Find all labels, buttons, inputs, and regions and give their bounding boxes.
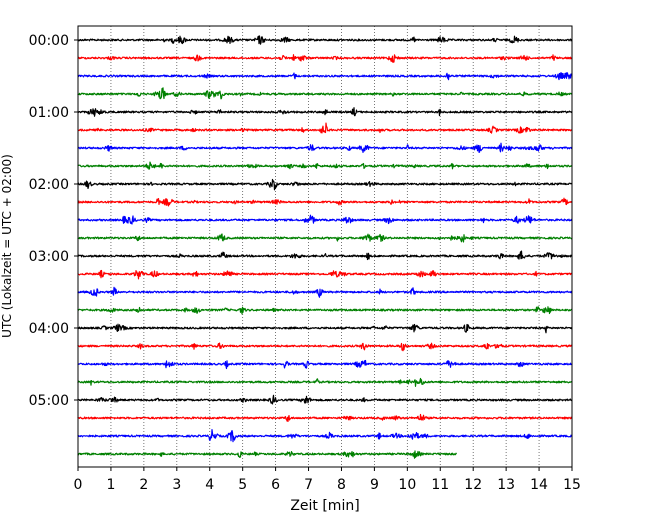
x-tick-label: 9 xyxy=(370,477,379,493)
x-tick-label: 3 xyxy=(172,477,181,493)
y-axis-label: UTC (Lokalzeit = UTC + 02:00) xyxy=(0,154,14,338)
x-tick-label: 2 xyxy=(139,477,148,493)
x-axis-label: Zeit [min] xyxy=(290,498,359,514)
trace-0330 xyxy=(77,286,573,298)
plot-area xyxy=(78,26,572,467)
x-tick-label: 13 xyxy=(497,477,515,493)
y-tick-label: 00:00 xyxy=(29,33,69,49)
trace-0015 xyxy=(77,54,573,64)
trace-0315 xyxy=(77,269,573,280)
trace-0345 xyxy=(77,306,573,315)
x-tick-label: 11 xyxy=(431,477,449,493)
trace-0400 xyxy=(77,323,573,334)
trace-0145 xyxy=(77,161,573,170)
trace-0245 xyxy=(77,233,573,243)
x-tick-label: 5 xyxy=(238,477,247,493)
trace-0545 xyxy=(77,450,458,459)
trace-0415 xyxy=(77,342,573,352)
trace-0100 xyxy=(77,107,573,117)
trace-0215 xyxy=(77,197,573,207)
trace-0000 xyxy=(77,35,573,45)
x-tick-label: 8 xyxy=(337,477,346,493)
trace-0515 xyxy=(77,413,573,423)
y-tick-label: 02:00 xyxy=(29,177,69,193)
x-tick-label: 10 xyxy=(398,477,416,493)
trace-0500 xyxy=(77,394,573,405)
trace-0445 xyxy=(77,377,573,387)
trace-0300 xyxy=(77,250,573,261)
x-tick-label: 4 xyxy=(205,477,214,493)
x-tick-label: 12 xyxy=(464,477,482,493)
trace-0115 xyxy=(77,122,573,134)
y-axis: 00:00 01:00 02:00 03:00 04:00 05:00 xyxy=(29,33,78,409)
y-tick-label: 05:00 xyxy=(29,393,69,409)
trace-0430 xyxy=(77,359,573,370)
x-tick-label: 15 xyxy=(563,477,581,493)
plot-frame xyxy=(77,25,573,468)
x-tick-label: 14 xyxy=(530,477,548,493)
x-tick-label: 6 xyxy=(271,477,280,493)
trace-0130 xyxy=(77,142,573,153)
trace-0530 xyxy=(77,429,573,443)
trace-0030 xyxy=(77,71,573,81)
y-tick-label: 03:00 xyxy=(29,249,69,265)
x-tick-label: 7 xyxy=(304,477,313,493)
traces xyxy=(77,35,573,459)
x-tick-label: 0 xyxy=(74,477,83,493)
x-axis: 0 1 2 3 4 5 6 7 8 9 10 11 12 13 14 15 xyxy=(74,467,581,493)
trace-0200 xyxy=(77,178,573,191)
x-tick-label: 1 xyxy=(106,477,115,493)
y-tick-label: 04:00 xyxy=(29,321,69,337)
trace-0045 xyxy=(77,87,573,100)
trace-0230 xyxy=(77,214,573,225)
y-tick-label: 01:00 xyxy=(29,105,69,121)
